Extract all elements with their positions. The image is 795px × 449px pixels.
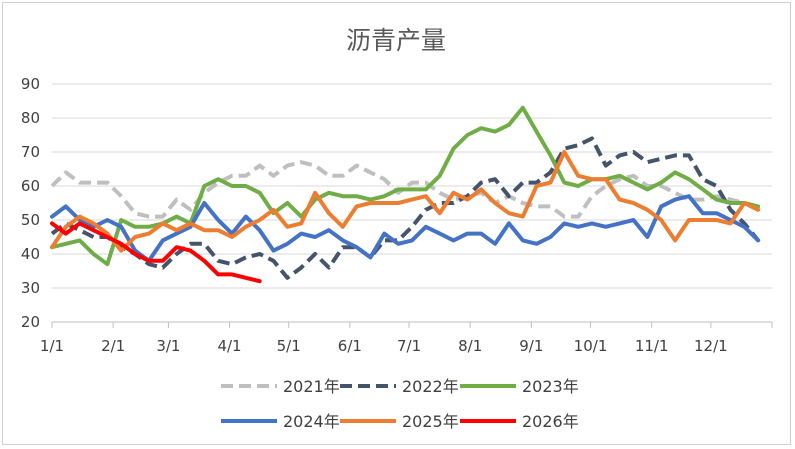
legend-item: 2025年	[340, 412, 459, 431]
series-line-2023	[50, 105, 761, 267]
x-tick-label: 12/1	[694, 337, 728, 355]
y-tick-label: 40	[21, 245, 40, 263]
legend-label: 2023年	[522, 377, 579, 396]
x-tick-label: 11/1	[635, 337, 669, 355]
legend-item: 2022年	[340, 377, 459, 396]
chart-frame: 沥青产量 20 30 40 50 60 70 80 90 1/1 2/1 3/1 4/1 5/1 6/1 7…	[2, 2, 791, 445]
x-tick-label: 7/1	[397, 337, 421, 355]
series-layer	[50, 105, 761, 284]
series-line-2025	[50, 150, 761, 253]
x-tick-label: 5/1	[277, 337, 301, 355]
legend-label: 2022年	[402, 377, 459, 396]
x-tick-label: 8/1	[458, 337, 482, 355]
y-tick-label: 60	[21, 177, 40, 195]
legend-label: 2026年	[522, 412, 579, 431]
legend-label: 2021年	[283, 377, 340, 396]
y-tick-label: 20	[21, 313, 40, 331]
x-tick-label: 4/1	[217, 337, 241, 355]
x-tick-label: 3/1	[156, 337, 180, 355]
series-line-2022	[50, 136, 760, 280]
series-line-2021	[50, 160, 760, 219]
x-tick-label: 9/1	[519, 337, 543, 355]
y-tick-label: 50	[21, 211, 40, 229]
series-line-2026	[50, 221, 262, 284]
x-tick-label: 2/1	[101, 337, 125, 355]
x-tick-label: 1/1	[40, 337, 64, 355]
legend-label: 2025年	[402, 412, 459, 431]
series-line-2024	[50, 194, 761, 263]
y-tick-label: 30	[21, 279, 40, 297]
y-tick-label: 80	[21, 109, 40, 127]
y-tick-label: 90	[21, 75, 40, 93]
chart-title: 沥青产量	[346, 26, 446, 55]
y-tick-label: 70	[21, 143, 40, 161]
x-tick-label: 10/1	[574, 337, 608, 355]
legend-item: 2024年	[221, 412, 340, 431]
x-tick-label: 6/1	[338, 337, 362, 355]
legend-label: 2024年	[283, 412, 340, 431]
axis-layer: 20 30 40 50 60 70 80 90 1/1 2/1 3/1 4/1 5/1 6/1 7/1 8/1…	[21, 75, 773, 355]
legend: 2021年 2022年 2023年 2024年 2025年 2026年	[221, 377, 579, 431]
legend-item: 2026年	[460, 412, 579, 431]
legend-item: 2023年	[460, 377, 579, 396]
legend-item: 2021年	[221, 377, 340, 396]
chart-svg: 沥青产量 20 30 40 50 60 70 80 90 1/1 2/1 3/1 4/1 5/1 6/1 7…	[21, 26, 773, 431]
